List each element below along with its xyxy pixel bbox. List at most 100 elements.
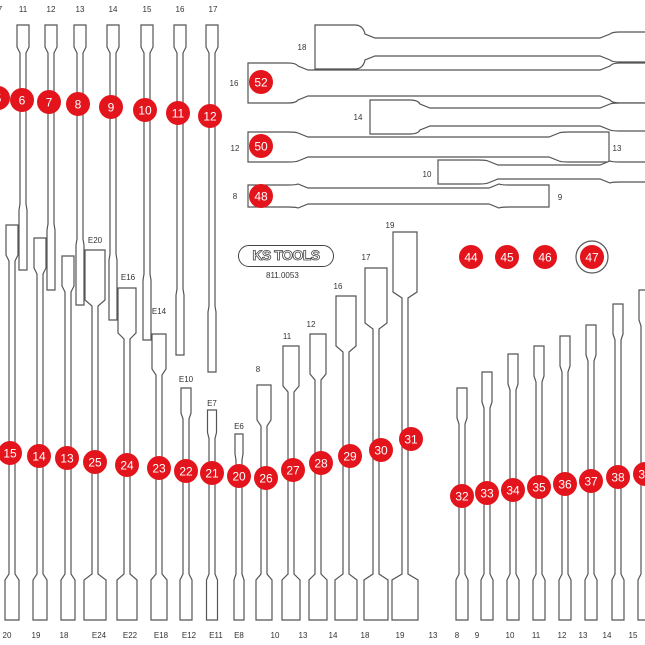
size-label: 16 bbox=[176, 5, 185, 14]
size-label: 18 bbox=[298, 43, 307, 52]
position-marker bbox=[55, 446, 79, 470]
position-marker bbox=[37, 90, 61, 114]
tool-slot bbox=[205, 24, 219, 373]
tool-slot bbox=[16, 24, 30, 271]
position-number: 21 bbox=[205, 467, 219, 481]
size-label: 10 bbox=[271, 631, 280, 640]
size-label: 11 bbox=[283, 332, 292, 341]
size-label: 13 bbox=[613, 144, 622, 153]
position-number: 6 bbox=[19, 94, 26, 108]
size-label: 14 bbox=[329, 631, 338, 640]
size-label: E22 bbox=[123, 631, 138, 640]
position-marker bbox=[553, 472, 577, 496]
size-label: 12 bbox=[558, 631, 567, 640]
position-marker bbox=[633, 462, 645, 486]
position-number: 39 bbox=[638, 468, 645, 482]
position-marker bbox=[606, 465, 630, 489]
position-marker bbox=[174, 459, 198, 483]
size-label: 17 bbox=[362, 253, 371, 262]
size-label: E7 bbox=[207, 399, 217, 408]
size-label: 20 bbox=[3, 631, 12, 640]
size-label: 11 bbox=[19, 5, 28, 14]
size-label: 13 bbox=[429, 631, 438, 640]
position-number: 11 bbox=[172, 107, 185, 121]
position-number: 26 bbox=[259, 472, 273, 486]
size-label: 14 bbox=[109, 5, 118, 14]
position-marker bbox=[533, 245, 557, 269]
position-marker bbox=[495, 245, 519, 269]
size-label: 9 bbox=[558, 193, 563, 202]
position-number: 7 bbox=[46, 96, 53, 110]
tool-slot bbox=[60, 255, 76, 621]
size-label: 16 bbox=[230, 79, 239, 88]
size-label: E18 bbox=[154, 631, 169, 640]
position-number: 13 bbox=[60, 452, 74, 466]
position-number: 12 bbox=[203, 110, 217, 124]
brand-logo: KS TOOLS bbox=[238, 245, 334, 267]
tool-slot bbox=[44, 24, 58, 291]
size-label: 12 bbox=[47, 5, 56, 14]
spanner-slot bbox=[369, 99, 645, 135]
position-number: 9 bbox=[108, 101, 115, 115]
tool-slot bbox=[32, 237, 48, 621]
position-marker bbox=[249, 134, 273, 158]
size-label: 10 bbox=[506, 631, 515, 640]
size-label: E20 bbox=[88, 236, 103, 245]
position-marker bbox=[459, 245, 483, 269]
size-label: 15 bbox=[143, 5, 152, 14]
position-number: 36 bbox=[558, 478, 572, 492]
position-number: 48 bbox=[254, 190, 268, 204]
size-label: E10 bbox=[179, 375, 194, 384]
size-label: E16 bbox=[121, 273, 136, 282]
spanner-slot bbox=[437, 159, 645, 185]
tool-slot bbox=[106, 24, 120, 321]
position-marker bbox=[580, 245, 604, 269]
size-label: 7 bbox=[0, 5, 3, 14]
size-label: 12 bbox=[307, 320, 316, 329]
position-number: 22 bbox=[179, 465, 193, 479]
position-marker bbox=[0, 441, 22, 465]
size-label: 19 bbox=[386, 221, 395, 230]
position-marker bbox=[83, 450, 107, 474]
position-number: 29 bbox=[343, 450, 357, 464]
position-marker bbox=[115, 453, 139, 477]
position-marker bbox=[501, 478, 525, 502]
position-number: 8 bbox=[75, 98, 82, 112]
position-marker bbox=[369, 438, 393, 462]
spanner-slot bbox=[247, 62, 645, 104]
size-label: 8 bbox=[455, 631, 460, 640]
position-marker bbox=[338, 444, 362, 468]
position-number: 23 bbox=[152, 462, 166, 476]
size-label: 19 bbox=[396, 631, 405, 640]
size-label: 9 bbox=[475, 631, 480, 640]
position-number: 24 bbox=[120, 459, 134, 473]
size-label: 18 bbox=[361, 631, 370, 640]
spanner-slot bbox=[314, 24, 645, 70]
position-marker bbox=[133, 98, 157, 122]
size-label: 13 bbox=[76, 5, 85, 14]
position-marker bbox=[254, 466, 278, 490]
position-number: 31 bbox=[404, 433, 418, 447]
tool-slot bbox=[281, 345, 301, 621]
position-marker bbox=[227, 464, 251, 488]
position-number: 35 bbox=[532, 481, 546, 495]
position-number: 50 bbox=[254, 140, 268, 154]
size-label: 8 bbox=[233, 192, 238, 201]
position-marker bbox=[27, 444, 51, 468]
tool-slot bbox=[205, 409, 219, 621]
position-marker bbox=[399, 427, 423, 451]
position-marker bbox=[249, 70, 273, 94]
tool-slot bbox=[4, 224, 20, 621]
size-label: 13 bbox=[579, 631, 588, 640]
position-number: 33 bbox=[480, 487, 494, 501]
size-label: E14 bbox=[152, 307, 167, 316]
size-label: 8 bbox=[256, 365, 261, 374]
position-number: 14 bbox=[32, 450, 46, 464]
tool-slot bbox=[391, 231, 419, 621]
position-marker bbox=[147, 456, 171, 480]
position-marker bbox=[475, 481, 499, 505]
tool-slot bbox=[140, 24, 154, 341]
size-label: 18 bbox=[60, 631, 69, 640]
tool-slot bbox=[173, 24, 187, 356]
